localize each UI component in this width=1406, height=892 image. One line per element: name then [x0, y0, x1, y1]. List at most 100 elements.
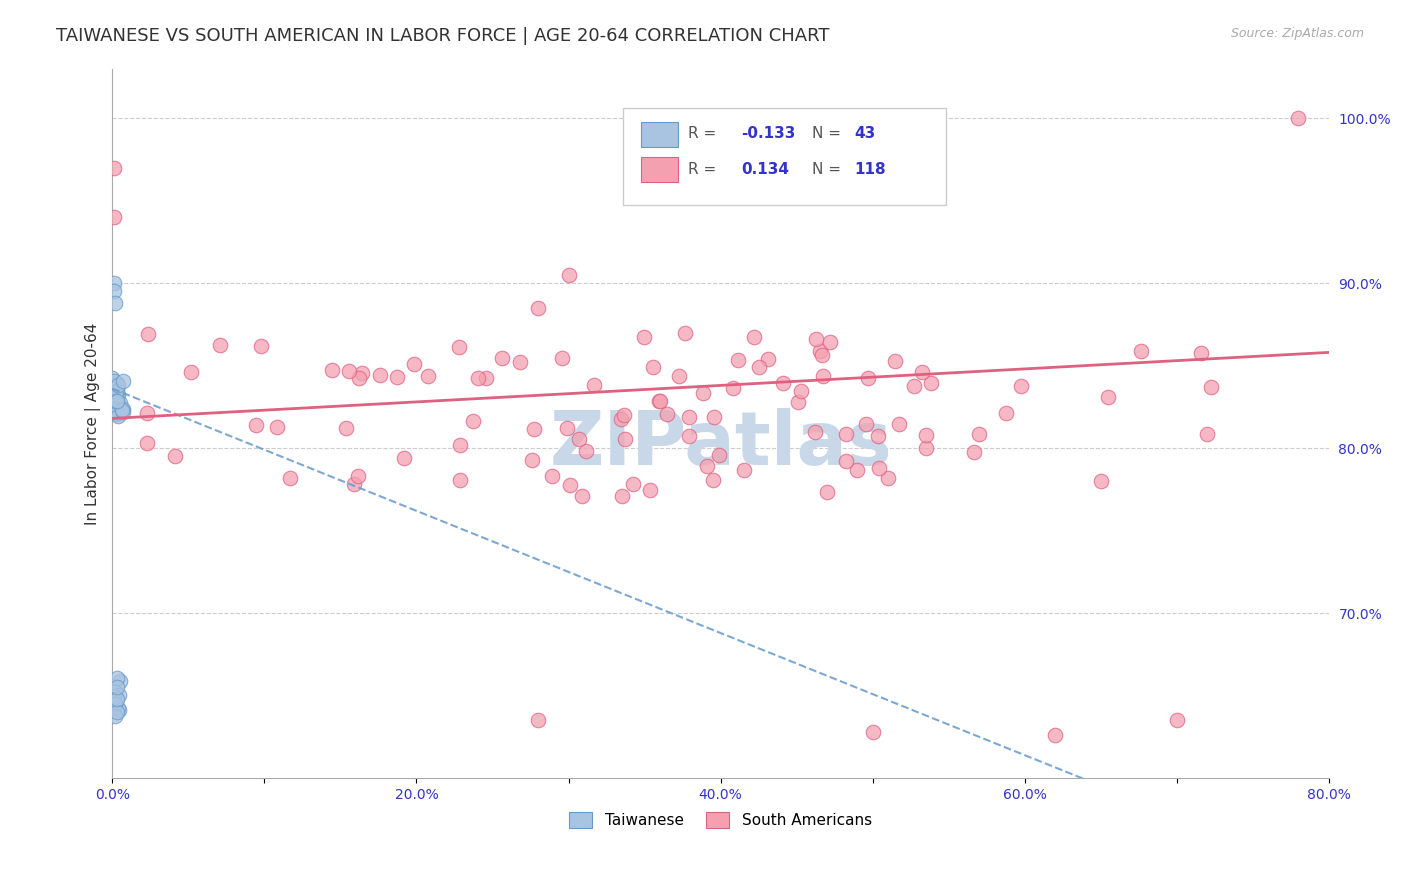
Point [696, 459, 718, 474]
Point [105, 692, 128, 706]
Point [101, 384, 124, 399]
Point [343, 476, 366, 491]
Point [347, 371, 370, 385]
Text: R =: R = [688, 161, 716, 177]
Point [1189, 346, 1212, 360]
Point [557, 420, 579, 434]
Point [105, 393, 128, 408]
Point [1199, 380, 1222, 394]
Text: TAIWANESE VS SOUTH AMERICAN IN LABOR FORCE | AGE 20-64 CORRELATION CHART: TAIWANESE VS SOUTH AMERICAN IN LABOR FOR… [56, 27, 830, 45]
Text: -0.133: -0.133 [741, 127, 796, 141]
Point [447, 340, 470, 354]
Point [101, 371, 124, 385]
Point [209, 338, 232, 352]
FancyBboxPatch shape [623, 108, 946, 205]
Point [571, 489, 593, 503]
Point [105, 398, 128, 412]
Point [105, 408, 128, 422]
Point [914, 442, 936, 456]
Point [105, 384, 128, 398]
Point [887, 417, 910, 431]
Point [845, 463, 868, 477]
Point [1010, 379, 1032, 393]
Point [321, 363, 343, 377]
Point [104, 397, 127, 411]
Point [575, 443, 598, 458]
Point [835, 427, 858, 442]
Y-axis label: In Labor Force | Age 20-64: In Labor Force | Age 20-64 [86, 322, 101, 524]
Point [610, 412, 633, 426]
Point [613, 408, 636, 422]
Point [368, 368, 391, 382]
Point [787, 394, 810, 409]
Point [522, 452, 544, 467]
Point [250, 339, 273, 353]
Point [467, 371, 489, 385]
Point [914, 427, 936, 442]
Point [523, 422, 546, 436]
Point [104, 697, 127, 711]
Point [105, 394, 128, 409]
Point [112, 374, 135, 388]
Point [416, 369, 439, 384]
Point [748, 360, 770, 375]
Point [103, 375, 125, 389]
Point [673, 326, 696, 340]
Point [835, 454, 858, 468]
Point [583, 378, 606, 392]
Point [108, 703, 131, 717]
Point [868, 429, 890, 443]
Point [103, 383, 125, 397]
Point [707, 448, 730, 462]
Point [105, 376, 128, 390]
Point [280, 471, 302, 485]
Point [104, 392, 127, 406]
Point [995, 406, 1018, 420]
Point [105, 394, 128, 409]
Point [868, 460, 890, 475]
Point [633, 330, 655, 344]
Point [449, 438, 471, 452]
Point [903, 379, 925, 393]
Bar [641, 121, 678, 146]
Text: N =: N = [811, 127, 841, 141]
Point [105, 387, 128, 401]
Point [107, 700, 129, 714]
Point [392, 451, 415, 466]
Point [105, 406, 128, 420]
Point [733, 463, 755, 477]
Point [557, 268, 579, 282]
Point [104, 296, 127, 310]
Point [811, 348, 834, 362]
Point [858, 371, 880, 385]
Point [790, 384, 813, 398]
Point [815, 484, 838, 499]
Point [527, 301, 550, 315]
Point [108, 396, 131, 410]
Point [165, 449, 187, 463]
Point [108, 674, 131, 689]
Point [101, 405, 124, 419]
Point [1286, 111, 1309, 125]
Point [551, 351, 574, 366]
Point [527, 714, 550, 728]
Point [103, 392, 125, 406]
Point [103, 210, 125, 224]
Point [920, 376, 942, 390]
Point [647, 393, 669, 408]
Point [877, 470, 900, 484]
Point [111, 402, 134, 417]
Point [266, 420, 288, 434]
Point [804, 425, 827, 440]
Point [245, 417, 267, 432]
Point [107, 388, 129, 402]
Point [568, 432, 591, 446]
Point [742, 330, 765, 344]
Point [104, 684, 127, 698]
Point [541, 468, 564, 483]
Point [610, 489, 633, 503]
Point [806, 332, 828, 346]
Point [1097, 390, 1119, 404]
Point [350, 366, 373, 380]
Point [135, 435, 157, 450]
